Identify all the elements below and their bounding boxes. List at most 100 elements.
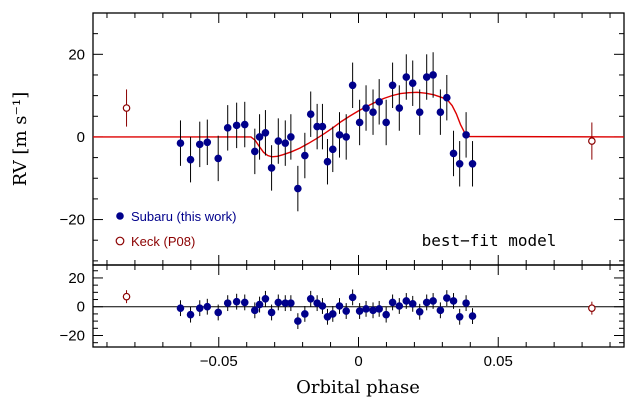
residual-subaru-point bbox=[422, 298, 431, 307]
residual-subaru-point bbox=[176, 304, 185, 312]
main-subaru-point bbox=[369, 108, 377, 116]
main-frame bbox=[92, 12, 625, 266]
main-subaru-point bbox=[382, 118, 390, 127]
main-subaru-point bbox=[455, 159, 464, 168]
residual-subaru-point bbox=[223, 299, 232, 307]
residual-subaru-point bbox=[274, 298, 283, 307]
main-ytick-label: 20 bbox=[68, 46, 85, 63]
residual-subaru-point bbox=[318, 302, 327, 310]
x-tick-label: −0.05 bbox=[200, 353, 238, 370]
main-subaru-point bbox=[274, 137, 283, 145]
main-subaru-point bbox=[342, 133, 351, 141]
residual-subaru-point bbox=[287, 299, 295, 307]
residual-ytick-label: 20 bbox=[68, 270, 85, 287]
main-keck-point bbox=[122, 104, 131, 112]
residual-subaru-point bbox=[429, 297, 437, 305]
model-annotation: best−fit model bbox=[422, 231, 557, 250]
residual-subaru-point bbox=[251, 306, 259, 315]
main-subaru-point bbox=[267, 164, 276, 172]
residual-subaru-point bbox=[261, 295, 270, 303]
main-ytick-label: 0 bbox=[77, 129, 85, 146]
residual-ytick-label: −20 bbox=[60, 327, 85, 344]
residual-subaru-point bbox=[402, 297, 411, 305]
residual-frame bbox=[92, 264, 625, 348]
residual-subaru-point bbox=[468, 312, 477, 320]
residual-subaru-point bbox=[342, 307, 351, 315]
legend-subaru-label: Subaru (this work) bbox=[131, 209, 236, 224]
residual-subaru-point bbox=[301, 310, 309, 318]
residual-subaru-point bbox=[186, 310, 195, 319]
residual-subaru-point bbox=[388, 298, 397, 307]
main-subaru-point bbox=[429, 71, 437, 79]
main-subaru-point bbox=[281, 139, 290, 147]
residual-subaru-point bbox=[382, 310, 390, 319]
main-subaru-point bbox=[240, 120, 249, 129]
residual-subaru-point bbox=[369, 306, 377, 315]
main-subaru-point bbox=[318, 122, 327, 131]
main-subaru-point bbox=[195, 140, 204, 149]
main-subaru-point bbox=[335, 131, 344, 139]
residual-subaru-point bbox=[335, 302, 344, 310]
main-subaru-point bbox=[449, 149, 458, 158]
residual-subaru-point bbox=[294, 317, 302, 325]
main-subaru-point bbox=[443, 93, 451, 102]
residual-subaru-point bbox=[395, 302, 404, 310]
main-subaru-point bbox=[301, 151, 309, 160]
main-subaru-point bbox=[462, 131, 470, 139]
residual-ytick-label: 0 bbox=[77, 299, 85, 316]
legend-subaru-marker bbox=[116, 212, 124, 220]
main-subaru-point bbox=[348, 81, 357, 90]
x-tick-label: 0 bbox=[354, 353, 362, 370]
main-ytick-label: −20 bbox=[60, 212, 85, 229]
main-panel: −20 0 20 bbox=[60, 12, 625, 266]
y-axis-title: RV [m s⁻¹] bbox=[10, 92, 31, 186]
model-curve bbox=[93, 91, 625, 158]
main-subaru-point bbox=[287, 133, 295, 141]
main-subaru-point bbox=[214, 154, 223, 163]
residual-panel: −20 0 20 −0.05 0 0.05 bbox=[60, 264, 625, 370]
main-subaru-point bbox=[415, 108, 424, 116]
x-axis-title: Orbital phase bbox=[296, 377, 420, 398]
residual-subaru-point bbox=[214, 308, 223, 317]
main-subaru-point bbox=[328, 145, 337, 154]
residual-subaru-point bbox=[449, 297, 458, 305]
residual-subaru-point bbox=[436, 306, 445, 315]
residual-subaru-point bbox=[462, 299, 470, 307]
legend: Subaru (this work) Keck (P08) bbox=[115, 209, 236, 249]
residual-subaru-point bbox=[348, 293, 357, 302]
residual-subaru-point bbox=[455, 312, 464, 321]
main-subaru-point bbox=[468, 159, 477, 168]
residual-subaru-point bbox=[375, 305, 383, 313]
main-subaru-point bbox=[261, 129, 270, 137]
residual-keck-point bbox=[122, 292, 131, 301]
main-subaru-point bbox=[402, 73, 411, 81]
residual-subaru-point bbox=[255, 300, 264, 309]
legend-keck-label: Keck (P08) bbox=[131, 234, 195, 249]
main-subaru-point bbox=[355, 118, 364, 127]
main-subaru-point bbox=[223, 124, 232, 132]
residual-subaru-point bbox=[240, 298, 249, 307]
main-subaru-point bbox=[176, 139, 185, 147]
main-subaru-point bbox=[232, 121, 241, 130]
residual-subaru-point bbox=[362, 305, 370, 313]
residual-subaru-point bbox=[232, 297, 241, 306]
residual-subaru-point bbox=[355, 307, 364, 315]
main-subaru-point bbox=[203, 138, 212, 147]
residual-subaru-point bbox=[328, 310, 337, 318]
main-subaru-point bbox=[408, 79, 417, 88]
main-subaru-point bbox=[306, 110, 315, 119]
main-subaru-point bbox=[388, 81, 397, 90]
main-subaru-point bbox=[436, 108, 445, 116]
residual-subaru-point bbox=[415, 307, 424, 316]
main-subaru-point bbox=[294, 184, 302, 193]
main-subaru-point bbox=[375, 98, 383, 106]
residual-subaru-point bbox=[195, 304, 204, 312]
main-subaru-point bbox=[362, 104, 370, 112]
main-keck-point bbox=[588, 137, 596, 145]
main-subaru-point bbox=[255, 133, 264, 141]
residual-subaru-point bbox=[203, 302, 212, 311]
main-subaru-point bbox=[422, 73, 431, 81]
residual-subaru-point bbox=[443, 294, 451, 302]
